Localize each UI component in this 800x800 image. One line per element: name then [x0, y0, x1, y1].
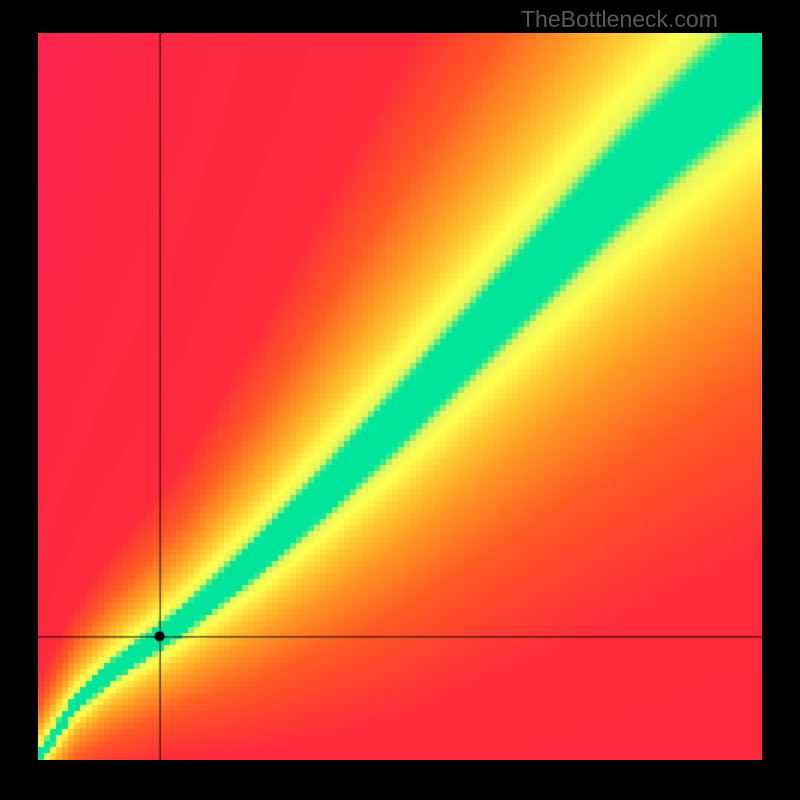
heatmap-canvas — [38, 33, 762, 760]
watermark-text: TheBottleneck.com — [521, 6, 718, 33]
heatmap-plot — [38, 33, 762, 760]
